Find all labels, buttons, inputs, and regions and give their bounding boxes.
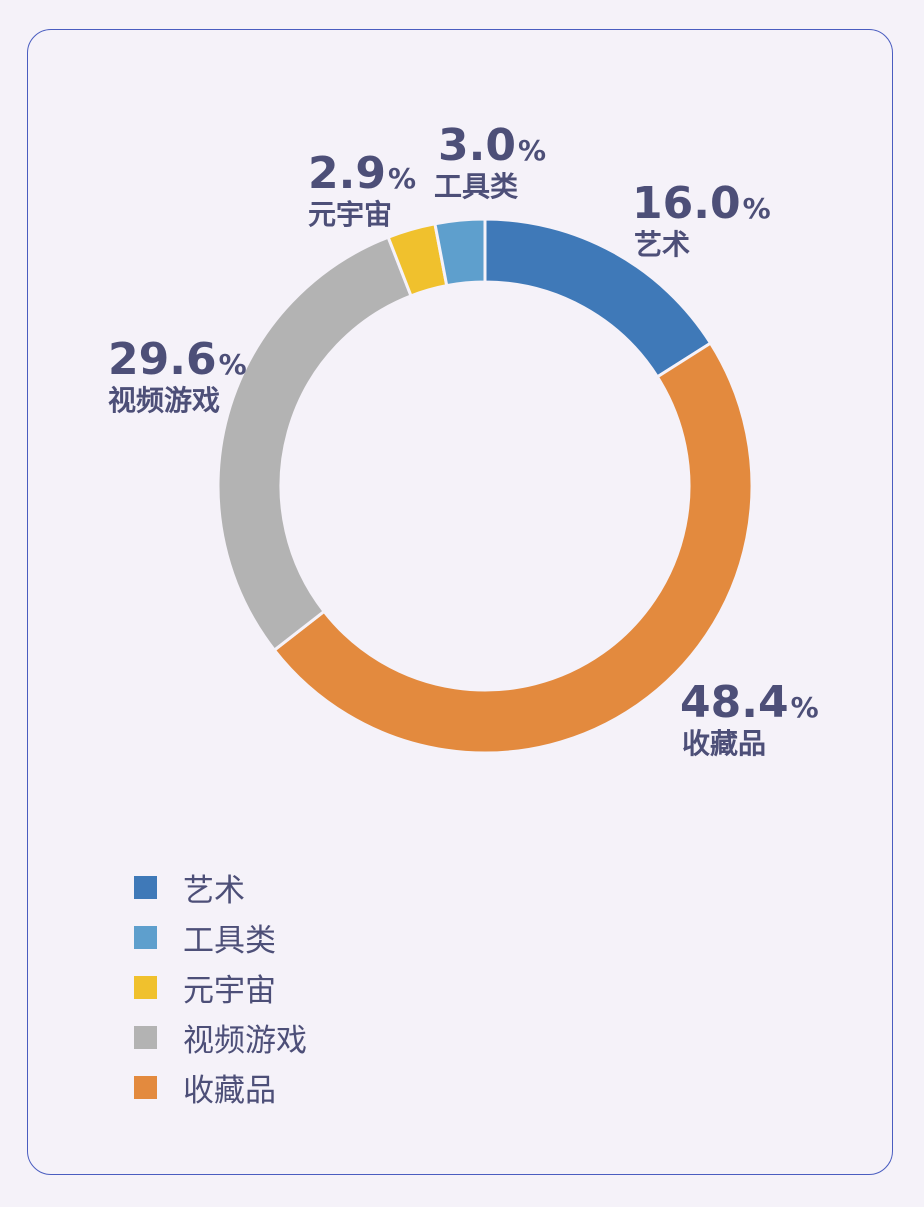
- slice-percent-label: 48.4%: [680, 677, 819, 728]
- donut-slices: [216, 217, 754, 755]
- legend-swatch: [134, 1075, 157, 1099]
- donut-slice: [216, 235, 413, 653]
- slice-category-label: 元宇宙: [308, 198, 392, 231]
- chart-legend: 艺术 工具类 元宇宙 视频游戏 收藏品: [134, 862, 307, 1112]
- legend-item: 收藏品: [134, 1062, 307, 1112]
- legend-label: 视频游戏: [183, 1022, 307, 1059]
- donut-slice: [272, 341, 754, 755]
- legend-swatch: [134, 1025, 157, 1049]
- legend-swatch: [134, 925, 157, 949]
- slice-percent-label: 29.6%: [108, 334, 247, 385]
- legend-item: 工具类: [134, 912, 307, 962]
- slice-category-label: 视频游戏: [108, 384, 220, 417]
- legend-label: 收藏品: [183, 1072, 276, 1109]
- legend-item: 元宇宙: [134, 962, 307, 1012]
- slice-category-label: 收藏品: [682, 727, 766, 760]
- legend-label: 艺术: [183, 872, 245, 909]
- legend-item: 视频游戏: [134, 1012, 307, 1062]
- legend-swatch: [134, 875, 157, 899]
- legend-label: 工具类: [183, 922, 276, 959]
- slice-percent-label: 16.0%: [632, 178, 771, 229]
- slice-percent-label: 2.9%: [308, 148, 416, 199]
- donut-slice: [433, 217, 487, 288]
- slice-percent-label: 3.0%: [438, 120, 546, 171]
- slice-category-label: 工具类: [434, 170, 518, 203]
- legend-label: 元宇宙: [183, 972, 276, 1009]
- legend-swatch: [134, 975, 157, 999]
- slice-category-label: 艺术: [634, 228, 690, 261]
- legend-item: 艺术: [134, 862, 307, 912]
- slice-labels: 16.0%艺术 48.4%收藏品 29.6%视频游戏 2.9%元宇宙 3.0%工具类: [108, 120, 819, 760]
